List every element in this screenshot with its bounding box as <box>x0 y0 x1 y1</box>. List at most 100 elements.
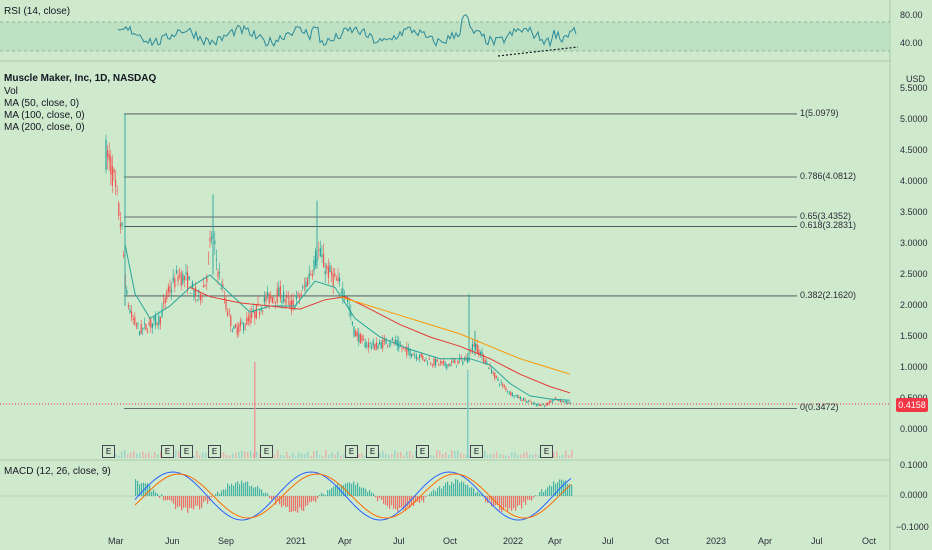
candle-body <box>462 361 464 364</box>
candle-body <box>401 348 403 350</box>
macd-histogram-bar <box>399 496 401 509</box>
macd-histogram-bar <box>563 480 565 496</box>
macd-histogram-bar <box>155 492 157 496</box>
macd-histogram-bar <box>363 487 365 496</box>
candle-body <box>483 354 485 362</box>
candle-body <box>211 237 213 239</box>
volume-bar <box>127 454 129 458</box>
macd-histogram-bar <box>373 493 375 496</box>
candle-body <box>268 293 270 304</box>
volume-bar <box>154 452 156 458</box>
candle-body <box>337 277 339 281</box>
candle-body <box>239 321 241 327</box>
volume-bar <box>520 455 522 458</box>
macd-histogram-bar <box>393 496 395 509</box>
time-axis-label: Oct <box>443 536 458 546</box>
earnings-marker[interactable]: E <box>416 445 429 458</box>
candle-body <box>228 310 230 312</box>
macd-histogram-bar <box>361 487 363 496</box>
fib-level-label[interactable]: 1(5.0979) <box>800 107 839 118</box>
volume-bar <box>415 451 417 458</box>
candle-body <box>564 400 566 402</box>
indicator-ma100[interactable]: MA (100, close, 0) <box>4 110 85 121</box>
candle-body <box>251 312 253 318</box>
macd-histogram-bar <box>323 494 325 496</box>
earnings-marker[interactable]: E <box>161 445 174 458</box>
candle-body <box>403 347 405 349</box>
macd-histogram-bar <box>477 491 479 496</box>
macd-histogram-bar <box>533 496 535 498</box>
candle-body <box>548 401 550 405</box>
candle-body <box>204 284 206 287</box>
candle-body <box>407 347 409 351</box>
macd-histogram-bar <box>509 496 511 509</box>
candle-body <box>150 319 152 328</box>
volume-bar <box>286 451 288 458</box>
indicator-ma200[interactable]: MA (200, close, 0) <box>4 122 85 133</box>
macd-histogram-bar <box>405 496 407 511</box>
candle-body <box>313 259 315 271</box>
volume-bar <box>313 451 315 458</box>
fib-level-label[interactable]: 0.618(3.2831) <box>800 220 857 231</box>
earnings-marker[interactable]: E <box>180 445 193 458</box>
candle-body <box>279 285 281 299</box>
volume-bar <box>325 450 327 458</box>
candle-body <box>561 400 563 402</box>
candle-body <box>366 344 368 347</box>
candle-body <box>217 271 219 277</box>
candle-body <box>161 309 163 318</box>
indicator-ma50[interactable]: MA (50, close, 0) <box>4 98 80 109</box>
fib-level-label[interactable]: 0(0.3472) <box>800 402 839 413</box>
earnings-marker[interactable]: E <box>208 445 221 458</box>
earnings-marker[interactable]: E <box>366 445 379 458</box>
macd-histogram-bar <box>161 494 163 496</box>
candle-body <box>540 404 542 406</box>
volume-bar <box>202 452 204 458</box>
earnings-marker[interactable]: E <box>102 445 115 458</box>
macd-histogram-bar <box>395 496 397 510</box>
earnings-marker[interactable]: E <box>260 445 273 458</box>
indicator-vol[interactable]: Vol <box>4 86 18 97</box>
macd-histogram-bar <box>165 496 167 501</box>
candle-body <box>375 342 377 348</box>
macd-histogram-bar <box>433 489 435 496</box>
candle-body <box>489 364 491 367</box>
volume-bar <box>394 450 396 458</box>
candle-body <box>182 273 184 284</box>
macd-histogram-bar <box>219 493 221 496</box>
candle-body <box>110 156 112 175</box>
earnings-marker[interactable]: E <box>540 445 553 458</box>
fib-level-label[interactable]: 0.382(2.1620) <box>800 289 857 300</box>
macd-histogram-bar <box>449 485 451 496</box>
candle-body <box>433 358 435 366</box>
candle-body <box>292 299 294 306</box>
volume-bar <box>316 450 318 458</box>
macd-histogram-bar <box>513 496 515 509</box>
macd-histogram-bar <box>359 486 361 496</box>
macd-histogram-bar <box>163 496 165 501</box>
earnings-marker[interactable]: E <box>470 445 483 458</box>
earnings-marker[interactable]: E <box>345 445 358 458</box>
candle-body <box>164 298 166 304</box>
candle-body <box>449 363 451 367</box>
macd-histogram-bar <box>387 496 389 507</box>
time-axis-label: Jun <box>165 536 180 546</box>
macd-histogram-bar <box>503 496 505 511</box>
macd-histogram-bar <box>521 496 523 509</box>
fib-level-label[interactable]: 0.65(3.4352) <box>800 211 852 222</box>
fib-level-label[interactable]: 0.786(4.0812) <box>800 170 857 181</box>
macd-histogram-bar <box>375 496 377 498</box>
volume-bar <box>232 453 234 458</box>
rsi-divergence-trendline <box>497 46 579 57</box>
volume-bar <box>256 451 258 458</box>
macd-histogram-bar <box>261 489 263 496</box>
macd-histogram-bar <box>311 496 313 502</box>
macd-histogram-bar <box>459 482 461 496</box>
candle-body <box>379 341 381 345</box>
candle-body <box>287 297 289 299</box>
candle-body <box>380 342 382 349</box>
candle-body <box>297 292 299 294</box>
macd-histogram-bar <box>279 496 281 505</box>
candle-body <box>289 301 291 308</box>
